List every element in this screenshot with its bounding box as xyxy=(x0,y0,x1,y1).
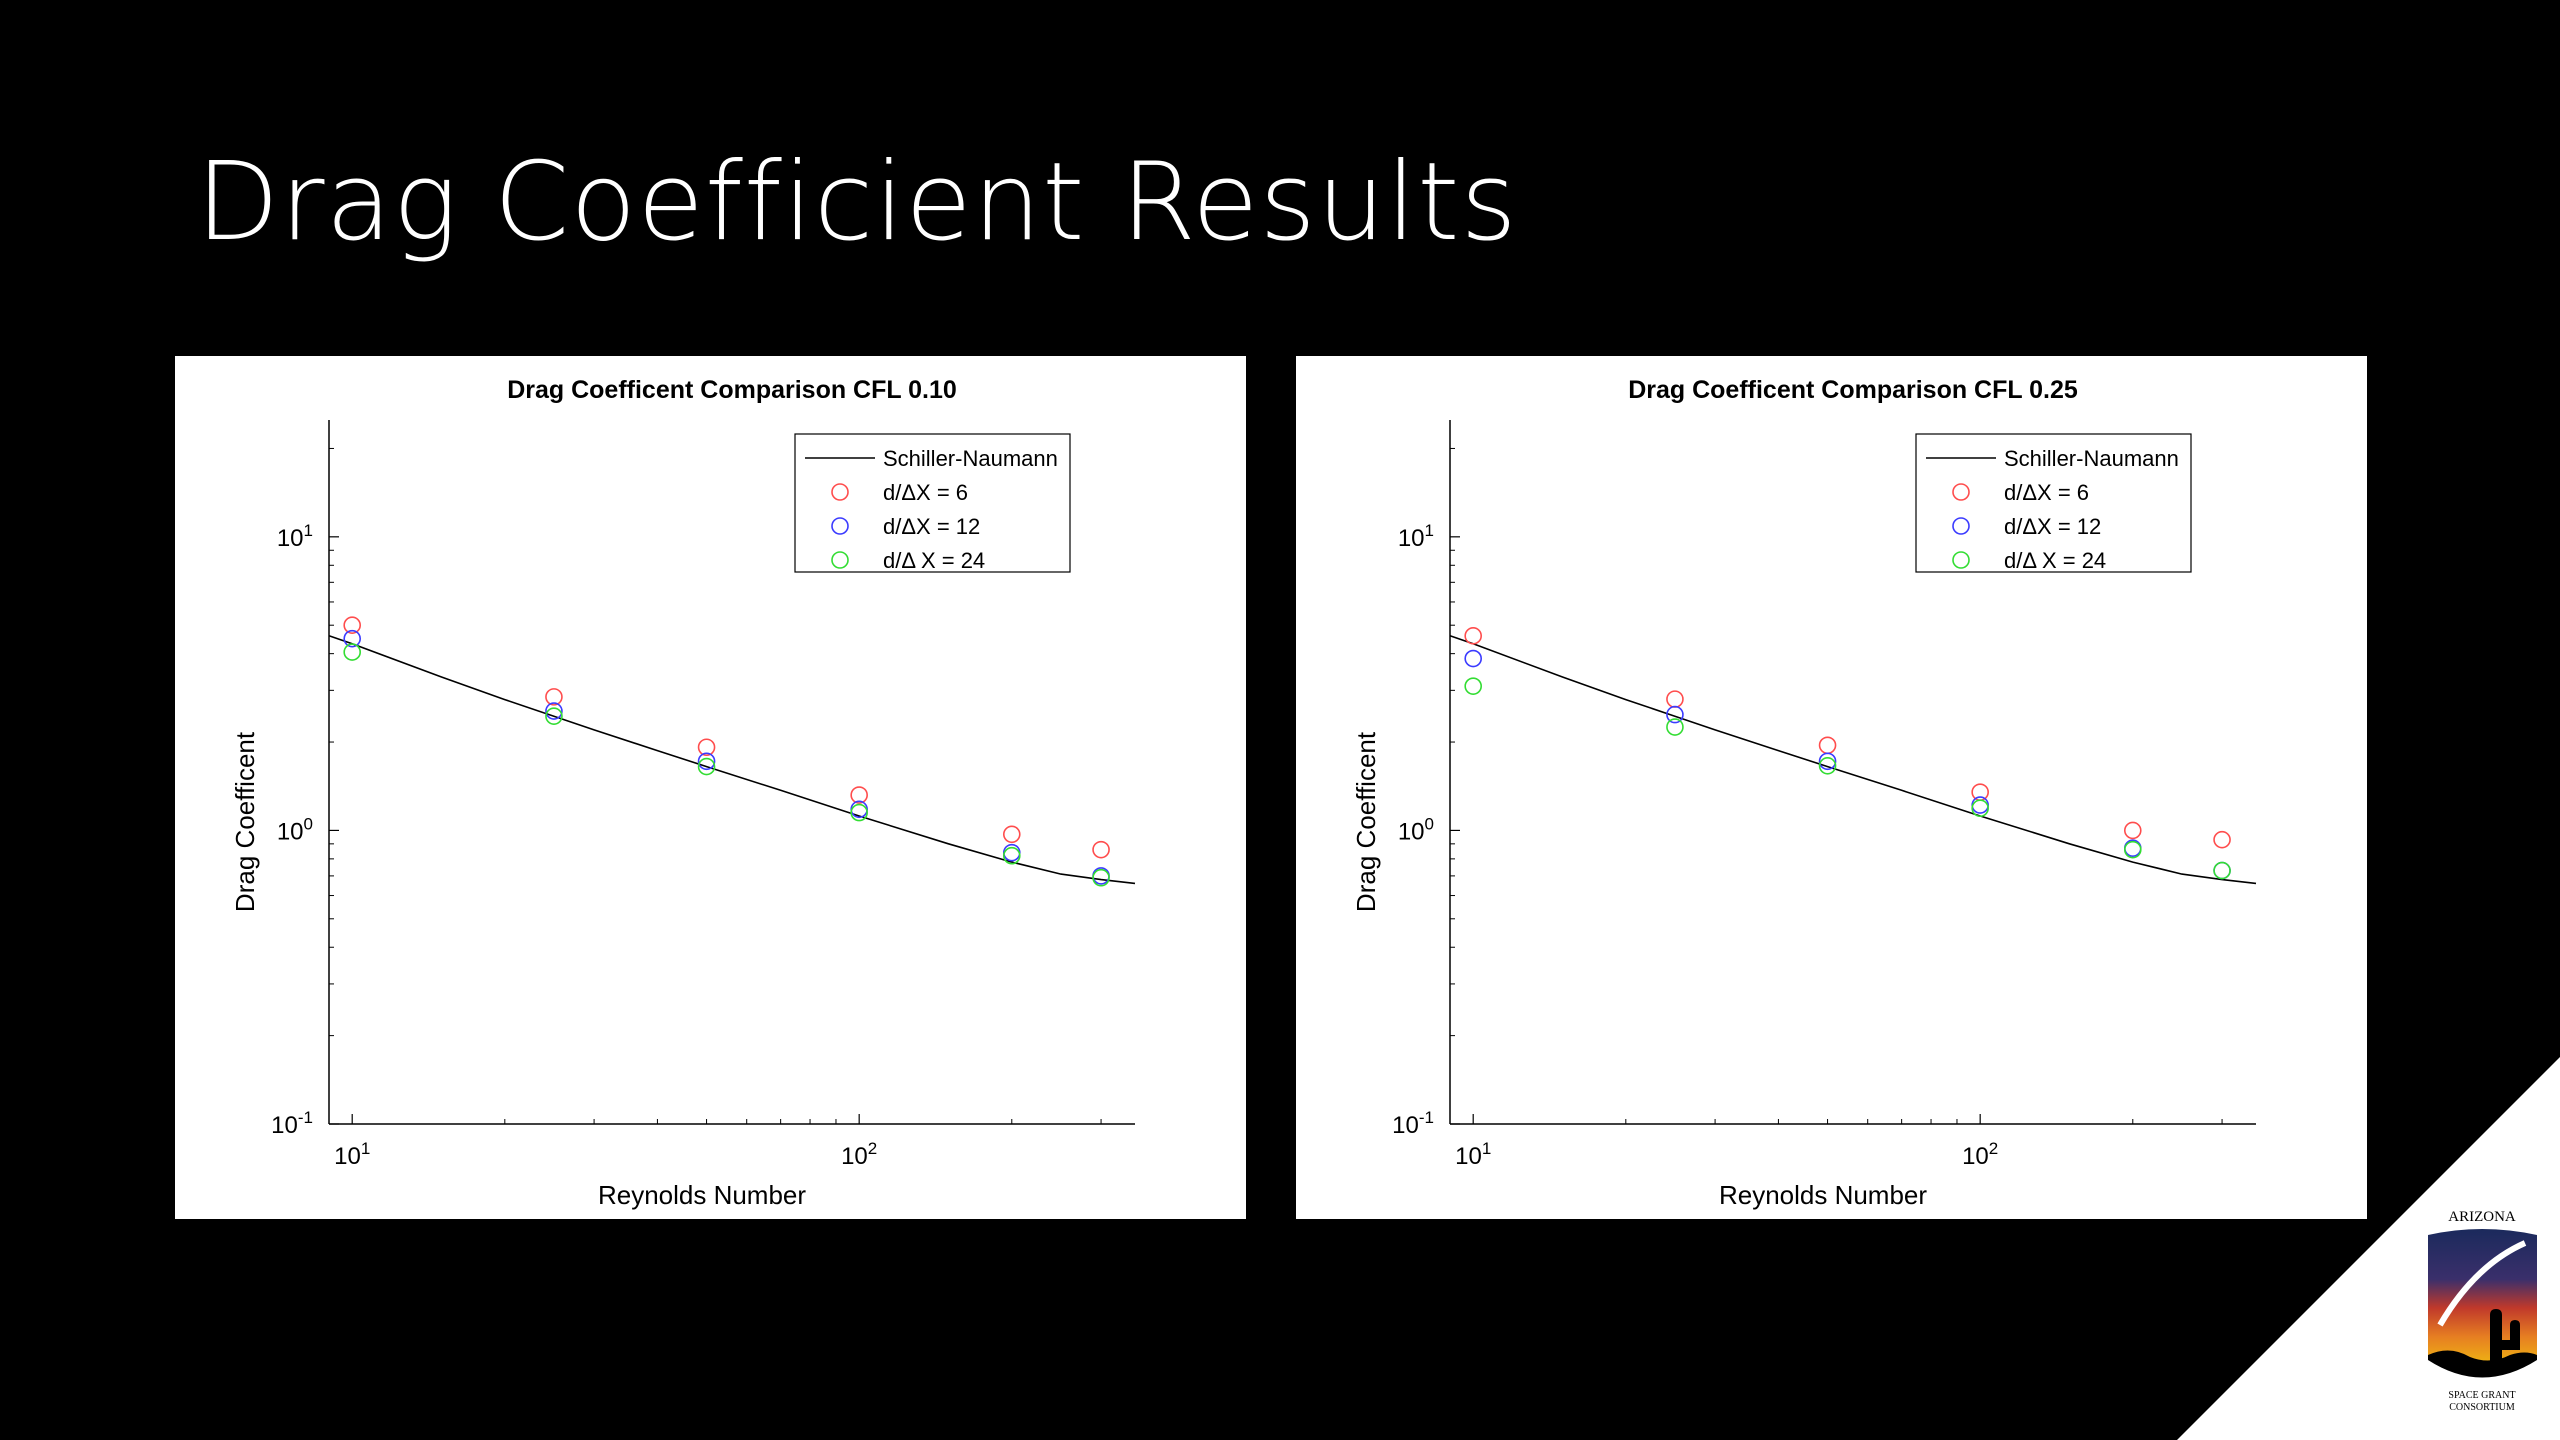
chart-1-series-1-point xyxy=(1666,705,1684,724)
chart-0-legend-marker-2 xyxy=(831,551,849,569)
chart-0-legend-label-1: d/ΔX = 12 xyxy=(883,514,980,539)
chart-1-legend-marker-2 xyxy=(1952,551,1970,569)
chart-0-legend-box xyxy=(794,433,1071,573)
chart-0-series-0-point xyxy=(850,786,868,804)
chart-1-series-2-point xyxy=(1971,799,1989,818)
chart-1-legend-label-0: d/ΔX = 6 xyxy=(2004,480,2089,505)
chart-0-title: Drag Coefficent Comparison CFL 0.10 xyxy=(507,376,957,404)
chart-1-legend-marker-1 xyxy=(1952,517,1970,535)
chart-1-series-1-point xyxy=(1464,649,1482,668)
chart-1-x-tick-label-0: 101 xyxy=(1455,1139,1491,1170)
chart-0-legend-label-2: d/Δ X = 24 xyxy=(883,548,985,573)
chart-1-series-2-point xyxy=(2123,840,2142,859)
chart-0-series-1-point xyxy=(697,752,716,771)
logo-text-bottom: SPACE GRANT xyxy=(2448,1390,2515,1401)
chart-1-legend-box xyxy=(1915,433,2192,573)
logo-mountains xyxy=(2428,1350,2537,1378)
logo-text-bottom-2: CONSORTIUM xyxy=(2449,1402,2515,1413)
arizona-space-grant-logo: ARIZONA SPACE GRANT CONSORTIUM xyxy=(2428,1209,2537,1413)
chart-1-title: Drag Coefficent Comparison CFL 0.25 xyxy=(1628,376,2078,404)
chart-1-x-axis-label: Reynolds Number xyxy=(1719,1180,1927,1210)
chart-0-x-axis-label: Reynolds Number xyxy=(598,1180,806,1210)
chart-1-series-0-point xyxy=(2123,821,2142,840)
logo-cactus xyxy=(2490,1309,2520,1365)
chart-cfl-025: Drag Coefficent Comparison CFL 0.25 10-1 1… xyxy=(1351,376,2257,1210)
chart-0-series-2-point xyxy=(1002,846,1021,865)
page-number: 13 xyxy=(2330,1356,2362,1387)
chart-panel-cfl-025: Drag Coefficent Comparison CFL 0.25 10-1 1… xyxy=(1296,356,2367,1219)
chart-0-legend-marker-1 xyxy=(831,517,849,535)
chart-1-y-tick-label-1: 100 xyxy=(1398,814,1434,845)
slide-title: Drag Coefficient Results xyxy=(196,140,1518,265)
chart-0-series-0-point xyxy=(1092,840,1110,859)
chart-0-series-1-point xyxy=(343,629,361,648)
chart-1-series-0-point xyxy=(1464,627,1482,645)
chart-0-x-tick-label-0: 101 xyxy=(334,1139,370,1170)
chart-1-schiller-naumann-line xyxy=(1449,635,2257,885)
logo-shield xyxy=(2428,1229,2537,1373)
chart-panel-cfl-010: Drag Coefficent Comparison CFL 0.10 10-1 1… xyxy=(175,356,1246,1219)
chart-1-series-2-point xyxy=(2213,861,2231,880)
chart-0-series-2-point xyxy=(697,757,716,776)
chart-1-legend-label-2: d/Δ X = 24 xyxy=(2004,548,2106,573)
chart-0-series-2-point xyxy=(1092,868,1110,887)
chart-0-series-0-point xyxy=(697,738,716,757)
chart-1-y-tick-label-2: 101 xyxy=(1398,521,1434,552)
chart-0-legend-label-line: Schiller-Naumann xyxy=(883,446,1058,471)
chart-1-x-tick-label-1: 102 xyxy=(1962,1139,1998,1170)
chart-0-series-2-point xyxy=(343,643,361,661)
chart-1-legend-label-line: Schiller-Naumann xyxy=(2004,446,2179,471)
chart-1-series-2-point xyxy=(1666,718,1684,736)
chart-0-series-2-point xyxy=(545,707,563,725)
chart-1-series-2-point xyxy=(1818,756,1837,775)
chart-0-series-2-point xyxy=(850,803,868,822)
chart-0-y-tick-label-1: 100 xyxy=(277,814,313,845)
chart-0-y-tick-label-2: 101 xyxy=(277,521,313,552)
chart-1-series-1-point xyxy=(1818,752,1837,771)
chart-1-y-axis-label: Drag Coefficent xyxy=(1351,731,1381,912)
chart-1-y-tick-label-0: 10-1 xyxy=(1392,1108,1434,1139)
chart-0-series-0-point xyxy=(545,688,563,706)
chart-1-legend-marker-0 xyxy=(1952,483,1970,501)
chart-0-legend-marker-0 xyxy=(831,483,849,501)
chart-0-series-0-point xyxy=(1002,825,1021,844)
chart-0-x-tick-label-1: 102 xyxy=(841,1139,877,1170)
chart-0-y-axis-label: Drag Coefficent xyxy=(230,731,260,912)
chart-0-schiller-naumann-line xyxy=(328,635,1136,885)
chart-1-series-2-point xyxy=(1464,677,1482,695)
chart-cfl-010: Drag Coefficent Comparison CFL 0.10 10-1 1… xyxy=(230,376,1136,1210)
logo-text-top: ARIZONA xyxy=(2448,1209,2516,1225)
chart-0-legend-label-0: d/ΔX = 6 xyxy=(883,480,968,505)
chart-0-series-1-point xyxy=(545,702,563,720)
chart-0-y-tick-label-0: 10-1 xyxy=(271,1108,313,1139)
chart-1-legend-label-1: d/ΔX = 12 xyxy=(2004,514,2101,539)
logo-comet xyxy=(2437,1240,2527,1327)
chart-1-series-0-point xyxy=(2213,830,2231,849)
chart-0-series-0-point xyxy=(343,616,361,635)
